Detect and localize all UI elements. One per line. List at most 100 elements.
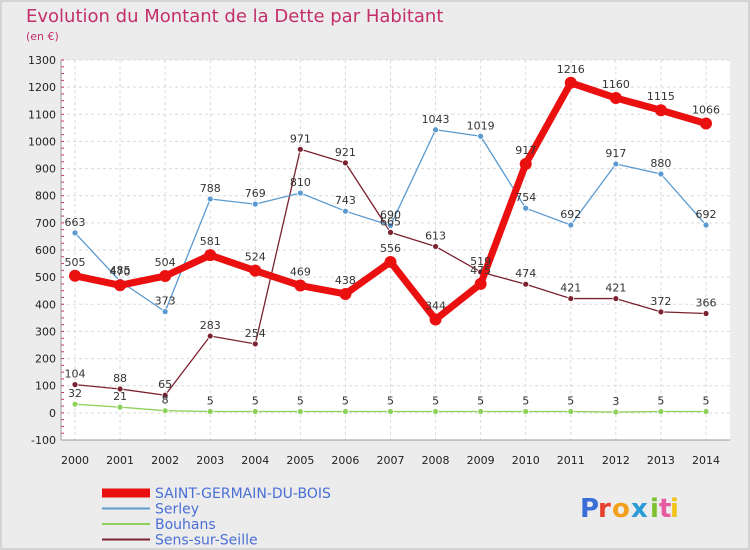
- y-tick-label: -100: [31, 434, 56, 447]
- x-tick-label: 2012: [602, 454, 630, 467]
- series-layer: [69, 76, 712, 416]
- y-tick-label: 1300: [28, 54, 56, 67]
- data-point: [384, 255, 397, 268]
- data-point: [159, 270, 172, 283]
- data-label: 917: [515, 144, 536, 157]
- data-label: 613: [425, 229, 446, 242]
- y-tick-label: 1000: [28, 135, 56, 148]
- data-label: 32: [68, 387, 82, 400]
- x-tick-label: 2007: [377, 454, 405, 467]
- data-point: [609, 92, 622, 104]
- data-point: [71, 381, 79, 389]
- data-point: [654, 104, 667, 117]
- data-point: [206, 408, 214, 415]
- data-point: [71, 229, 79, 237]
- data-label: 5: [297, 395, 304, 408]
- data-label: 690: [380, 209, 401, 222]
- data-label: 254: [245, 327, 266, 340]
- data-label: 1066: [692, 104, 720, 117]
- data-point: [612, 160, 620, 168]
- data-label: 1019: [467, 119, 495, 132]
- data-label: 5: [703, 395, 710, 408]
- y-tick-label: 600: [35, 244, 56, 257]
- data-point: [342, 207, 349, 215]
- data-point: [567, 221, 575, 229]
- data-point: [249, 264, 262, 277]
- data-point: [296, 145, 304, 153]
- data-point: [657, 308, 665, 316]
- y-tick-label: 300: [35, 325, 56, 338]
- y-tick-label: 0: [49, 407, 56, 420]
- data-label: 880: [650, 157, 671, 170]
- data-label: 581: [200, 235, 221, 248]
- data-label: 5: [432, 395, 439, 408]
- logo-letter: x: [631, 494, 648, 524]
- data-label: 421: [560, 282, 581, 295]
- data-label: 438: [335, 274, 356, 287]
- data-point: [702, 408, 710, 415]
- y-tick-label: 900: [35, 163, 56, 176]
- data-label: 1216: [557, 63, 585, 76]
- data-point: [206, 195, 214, 203]
- data-label: 5: [387, 395, 394, 408]
- data-label: 474: [515, 267, 536, 280]
- data-label: 769: [245, 187, 266, 200]
- data-label: 663: [65, 216, 86, 229]
- y-tick-label: 1100: [28, 108, 56, 121]
- y-tick-label: 700: [35, 217, 56, 230]
- data-label: 88: [113, 372, 127, 385]
- x-tick-label: 2003: [196, 454, 224, 467]
- y-tick-label: 200: [35, 353, 56, 366]
- data-label: 5: [342, 395, 349, 408]
- data-point: [657, 408, 665, 415]
- data-point: [567, 408, 575, 415]
- data-point: [296, 408, 304, 415]
- data-point: [161, 407, 169, 415]
- data-label: 5: [207, 395, 214, 408]
- chart-subtitle: (en €): [26, 30, 59, 43]
- data-point: [387, 222, 394, 229]
- data-label: 475: [470, 264, 491, 277]
- data-point: [702, 310, 710, 317]
- x-tick-label: 2011: [557, 454, 585, 467]
- data-point: [387, 408, 394, 415]
- data-point: [432, 126, 439, 134]
- data-point: [432, 408, 439, 415]
- data-label: 1043: [422, 113, 450, 126]
- data-point: [116, 403, 124, 411]
- data-point: [114, 279, 127, 292]
- data-point: [69, 269, 81, 282]
- data-label: 65: [158, 378, 172, 391]
- data-point: [522, 280, 530, 288]
- data-point: [657, 170, 665, 178]
- data-point: [251, 408, 259, 415]
- x-tick-label: 2004: [241, 454, 269, 467]
- data-point: [702, 221, 710, 229]
- y-tick-label: 800: [35, 190, 56, 203]
- data-point: [206, 332, 214, 340]
- logo-letter: P: [580, 494, 599, 524]
- logo-letter: t: [659, 494, 671, 524]
- data-point: [522, 204, 530, 212]
- data-point: [474, 277, 487, 290]
- x-tick-label: 2005: [286, 454, 314, 467]
- data-label: 754: [515, 191, 536, 204]
- data-label: 665: [380, 215, 401, 228]
- chart-title: Evolution du Montant de la Dette par Hab…: [26, 6, 443, 27]
- logo-letter: r: [598, 494, 611, 524]
- data-label: 470: [110, 265, 131, 278]
- data-label: 810: [290, 176, 311, 189]
- logo-letter: i: [650, 494, 659, 524]
- data-point: [612, 408, 620, 416]
- data-label: 519: [470, 255, 491, 268]
- plot-area: [61, 60, 730, 440]
- x-tick-label: 2002: [151, 454, 179, 467]
- data-label: 469: [290, 266, 311, 279]
- data-label: 917: [605, 147, 626, 160]
- data-point: [342, 408, 349, 415]
- data-label: 5: [657, 395, 664, 408]
- logo-letter: i: [670, 494, 679, 524]
- legend-label: Sens-sur-Seille: [155, 533, 258, 549]
- data-point: [71, 400, 79, 408]
